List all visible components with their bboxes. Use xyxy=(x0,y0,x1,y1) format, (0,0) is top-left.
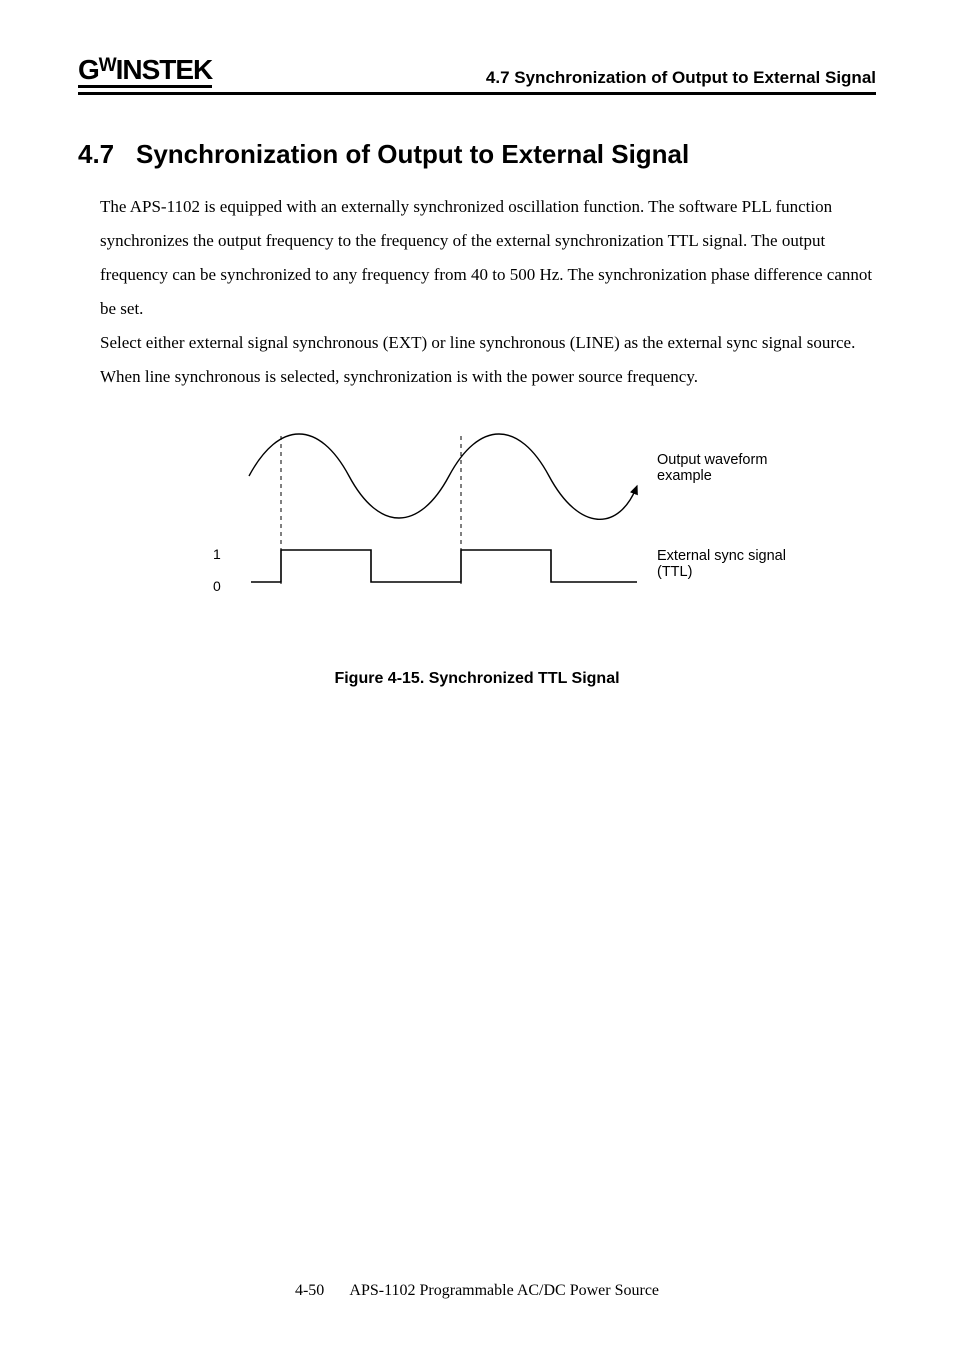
y-label-low: 0 xyxy=(213,578,221,594)
paragraph-3: When line synchronous is selected, synch… xyxy=(100,360,876,394)
section-heading: 4.7 Synchronization of Output to Externa… xyxy=(78,139,876,170)
paragraph-2: Select either external signal synchronou… xyxy=(100,326,876,360)
y-label-high: 1 xyxy=(213,546,221,562)
brand-logo: GᵂINSTEK xyxy=(78,56,212,88)
page-header: GᵂINSTEK 4.7 Synchronization of Output t… xyxy=(78,56,876,95)
annotation-ttl-signal: External sync signal (TTL) xyxy=(657,548,807,580)
figure-caption: Figure 4-15. Synchronized TTL Signal xyxy=(78,670,876,688)
figure-container: 1 0 Output waveform example External syn… xyxy=(78,430,876,620)
ttl-path xyxy=(251,550,637,582)
ttl-square-wave xyxy=(239,538,639,592)
header-section-title: 4.7 Synchronization of Output to Externa… xyxy=(486,68,876,88)
figure-4-15: 1 0 Output waveform example External syn… xyxy=(147,430,807,620)
paragraph-1: The APS-1102 is equipped with an externa… xyxy=(100,190,876,326)
page-footer: 4-50 APS-1102 Programmable AC/DC Power S… xyxy=(0,1282,954,1300)
annotation-output-waveform: Output waveform example xyxy=(657,452,807,484)
page-number: 4-50 xyxy=(295,1282,324,1299)
body-paragraphs: The APS-1102 is equipped with an externa… xyxy=(100,190,876,394)
section-number: 4.7 xyxy=(78,139,118,170)
footer-doc-title: APS-1102 Programmable AC/DC Power Source xyxy=(349,1282,659,1299)
section-title-text: Synchronization of Output to External Si… xyxy=(136,139,689,170)
